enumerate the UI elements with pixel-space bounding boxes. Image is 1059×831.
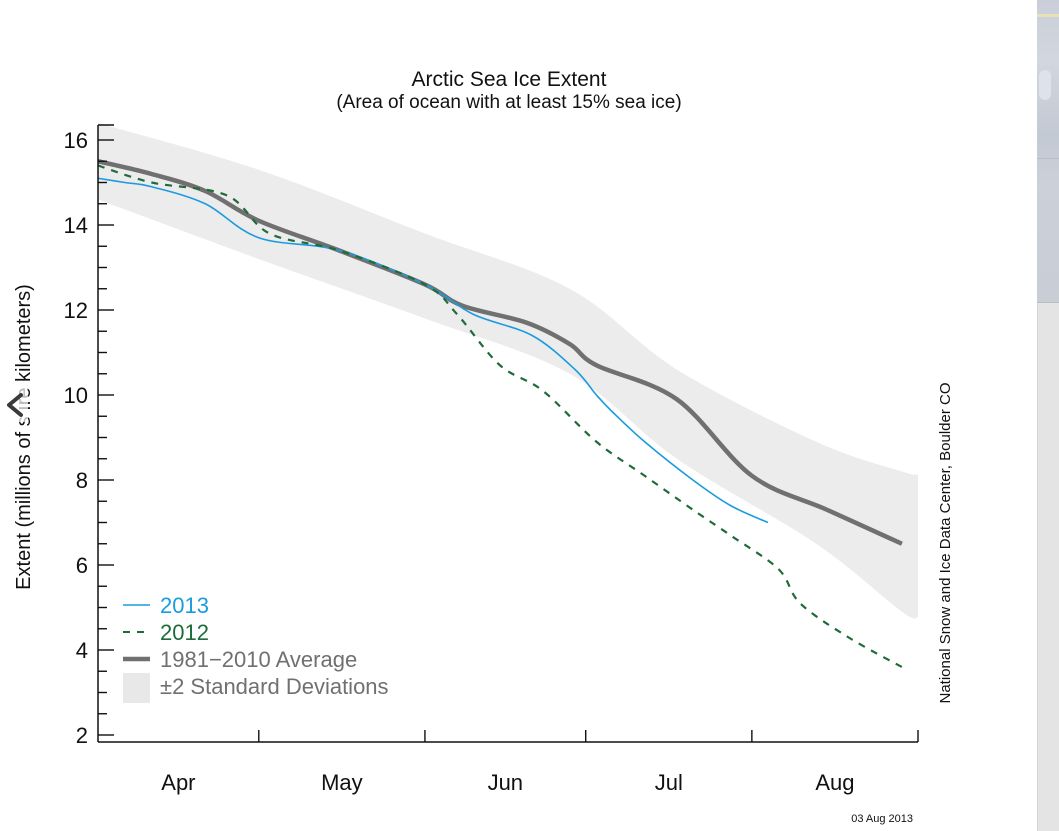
legend-swatch [123, 673, 150, 703]
series-line-2013 [97, 177, 769, 524]
y-tick-label: 4 [76, 638, 88, 663]
chart-title: Arctic Sea Ice Extent [412, 68, 607, 91]
photo-detail [1037, 158, 1059, 159]
series-line-2012 [97, 164, 903, 668]
x-tick-label-apr: Apr [161, 770, 195, 795]
plot-area [97, 123, 918, 668]
x-tick-label-jun: Jun [488, 770, 523, 795]
x-tick-label-may: May [321, 770, 363, 795]
std-dev-band [98, 123, 918, 619]
y-tick-label: 8 [76, 468, 88, 493]
photo-detail [1037, 14, 1059, 17]
legend-label: 2012 [160, 620, 209, 645]
y-tick-label: 6 [76, 553, 88, 578]
credit-label: National Snow and Ice Data Center, Bould… [937, 382, 954, 703]
legend-item: ±2 Standard Deviations [123, 673, 389, 703]
axes: 2 4 6 8 10 12 14 16 Apr May Jun Jul Aug [64, 124, 919, 795]
x-tick-label-jul: Jul [655, 770, 683, 795]
series-line-average [97, 159, 903, 546]
y-tick-label: 2 [76, 723, 88, 748]
photo-detail [1039, 70, 1051, 100]
adjacent-photo-thumbnail [1037, 0, 1059, 303]
legend-item: 2012 [123, 620, 209, 645]
legend-label: ±2 Standard Deviations [160, 674, 389, 699]
previous-slide-button[interactable] [2, 388, 28, 422]
chevron-left-icon [7, 393, 23, 417]
x-tick-label-aug: Aug [815, 770, 854, 795]
y-tick-label: 12 [64, 298, 88, 323]
y-axis-label: Extent (millions of s ıre kilometers) [13, 284, 35, 590]
legend-item: 2013 [123, 593, 209, 618]
y-tick-label: 16 [64, 128, 88, 153]
chart-subtitle: (Area of ocean with at least 15% sea ice… [336, 92, 681, 113]
y-tick-label: 10 [64, 383, 88, 408]
legend-item: 1981−2010 Average [123, 647, 357, 672]
date-stamp: 03 Aug 2013 [851, 813, 913, 825]
legend-label: 2013 [160, 593, 209, 618]
legend-label: 1981−2010 Average [160, 647, 357, 672]
sea-ice-chart: Arctic Sea Ice Extent (Area of ocean wit… [13, 68, 954, 825]
y-tick-label: 14 [64, 213, 88, 238]
